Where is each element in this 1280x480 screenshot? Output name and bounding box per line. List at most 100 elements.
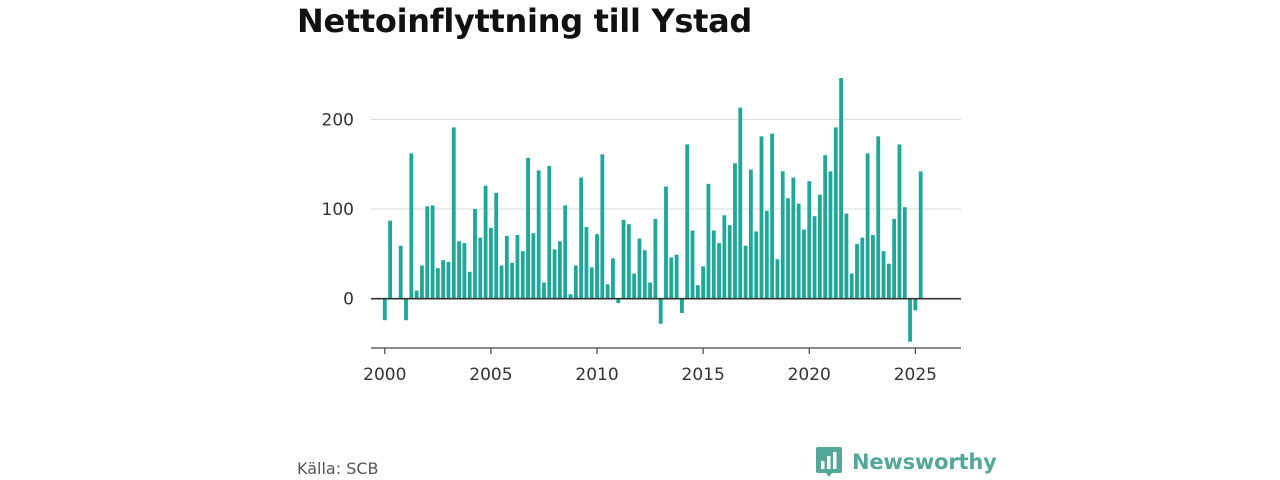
x-tick-label: 2020 [788, 365, 831, 385]
bar-2014-Q2 [685, 144, 690, 299]
bar-2005-Q1 [489, 227, 493, 299]
bar-2011-Q2 [621, 219, 626, 299]
bar-2008-Q1 [552, 249, 557, 299]
bar-2010-Q2 [600, 154, 605, 299]
bar-2002-Q2 [430, 205, 435, 299]
bar-2019-Q2 [791, 177, 796, 299]
bar-2016-Q2 [727, 225, 732, 299]
bar-2016-Q1 [722, 215, 727, 299]
bar-2007-Q2 [536, 170, 541, 299]
bar-2014-Q1 [680, 298, 684, 314]
bar-2009-Q2 [579, 177, 584, 299]
bar-2002-Q1 [425, 206, 430, 299]
tick-labels: 0 100 200 2000 2005 2010 2015 2020 2025 [322, 110, 937, 385]
bar-2024-Q4 [908, 298, 912, 342]
bar-2017-Q3 [754, 231, 759, 299]
x-tick-label: 2025 [894, 365, 937, 385]
bar-2011-Q4 [632, 273, 637, 299]
bar-2019-Q1 [786, 198, 790, 299]
bar-2017-Q1 [743, 245, 748, 299]
bar-2023-Q1 [871, 235, 875, 299]
bar-2025-Q2 [918, 171, 923, 299]
bar-2005-Q3 [499, 265, 504, 299]
bar-2024-Q1 [892, 218, 897, 299]
bar-2015-Q1 [701, 266, 706, 299]
bar-2018-Q3 [775, 259, 780, 299]
bar-2006-Q1 [510, 262, 515, 299]
bar-2003-Q3 [457, 241, 461, 299]
bar-2025-Q1 [913, 298, 918, 311]
bar-2022-Q4 [865, 153, 870, 299]
bar-2012-Q4 [653, 218, 658, 299]
bar-2021-Q3 [839, 78, 843, 299]
bar-2010-Q1 [595, 234, 599, 299]
bar-2017-Q4 [759, 136, 764, 299]
bar-2017-Q2 [748, 169, 753, 299]
bar-2000-Q1 [382, 298, 387, 321]
bar-2004-Q4 [483, 185, 488, 299]
bars [382, 78, 923, 342]
bar-2018-Q2 [770, 133, 775, 299]
bar-2003-Q1 [446, 261, 451, 299]
bar-2023-Q4 [886, 263, 891, 299]
bar-2002-Q4 [441, 260, 446, 299]
bar-2007-Q4 [547, 165, 552, 299]
bar-2007-Q3 [542, 282, 546, 299]
newsworthy-logo-icon [816, 447, 842, 477]
bar-2011-Q3 [626, 224, 631, 299]
bar-2019-Q4 [802, 229, 806, 299]
bar-2015-Q3 [711, 230, 716, 299]
bar-2003-Q2 [451, 127, 456, 299]
bar-2021-Q4 [844, 213, 849, 299]
bar-2013-Q1 [658, 298, 663, 324]
bar-2021-Q1 [828, 171, 833, 299]
bar-2015-Q4 [717, 243, 721, 299]
bar-2013-Q4 [674, 254, 679, 299]
bar-2000-Q4 [398, 245, 403, 299]
bar-2014-Q4 [695, 285, 700, 299]
bar-2022-Q2 [855, 243, 859, 299]
bar-2015-Q2 [706, 183, 711, 299]
y-tick-label: 200 [322, 110, 354, 130]
bar-2009-Q3 [584, 226, 589, 299]
bar-2012-Q1 [637, 238, 642, 299]
bar-2001-Q3 [414, 290, 419, 299]
bar-2003-Q4 [462, 243, 467, 299]
source-note: Källa: SCB [297, 459, 379, 478]
bar-2011-Q1 [616, 298, 621, 304]
bar-2014-Q3 [690, 230, 695, 299]
bar-2010-Q3 [605, 284, 610, 299]
brand-name: Newsworthy [852, 450, 997, 474]
bar-2004-Q2 [473, 209, 477, 299]
x-tick-label: 2015 [682, 365, 725, 385]
bar-2006-Q4 [526, 157, 530, 299]
bar-2002-Q3 [435, 268, 440, 299]
bar-2022-Q1 [849, 273, 854, 299]
bar-2006-Q2 [515, 235, 520, 299]
brand-logo[interactable]: Newsworthy [815, 446, 997, 478]
bar-2006-Q3 [520, 251, 525, 299]
bar-2012-Q2 [642, 250, 647, 299]
bar-2008-Q2 [557, 241, 562, 299]
bar-2008-Q3 [563, 205, 568, 299]
bar-2010-Q4 [611, 258, 615, 299]
bar-2007-Q1 [531, 233, 536, 299]
bar-2013-Q3 [669, 257, 674, 299]
bar-2016-Q4 [738, 107, 743, 299]
bar-2009-Q4 [589, 267, 594, 299]
bar-2018-Q4 [780, 171, 785, 299]
page-title: Nettoinflyttning till Ystad [297, 2, 752, 40]
bar-2005-Q4 [504, 235, 509, 299]
bar-2021-Q2 [833, 127, 838, 299]
bar-2024-Q2 [897, 144, 902, 299]
bar-2008-Q4 [568, 294, 573, 299]
x-tick-label: 2005 [469, 365, 512, 385]
bar-2012-Q3 [648, 282, 652, 299]
bar-2000-Q2 [388, 220, 393, 299]
bar-2024-Q3 [902, 207, 907, 299]
bar-2019-Q3 [796, 203, 801, 299]
bar-2023-Q3 [881, 251, 886, 299]
bar-2001-Q2 [409, 153, 414, 299]
bar-2020-Q4 [823, 155, 828, 299]
